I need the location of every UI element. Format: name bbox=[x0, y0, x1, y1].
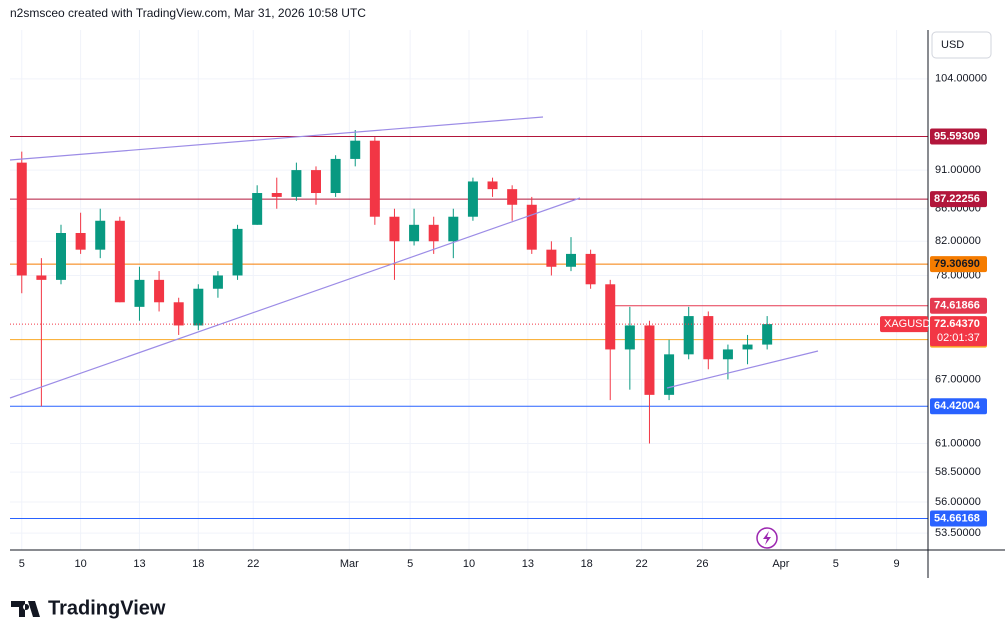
candle-body bbox=[683, 316, 694, 355]
plot-area bbox=[10, 30, 928, 550]
candle-body bbox=[56, 232, 66, 280]
candle-body bbox=[546, 249, 557, 267]
price-tag-label: 54.66168 bbox=[934, 512, 980, 524]
y-tick-label: 58.50000 bbox=[935, 466, 981, 478]
candle-body bbox=[409, 224, 420, 242]
candle-body bbox=[389, 216, 400, 242]
x-tick-label: Mar bbox=[340, 558, 359, 570]
candle-body bbox=[428, 224, 439, 242]
y-tick-label: 67.00000 bbox=[935, 373, 981, 385]
symbol-tag-label: XAGUSD bbox=[884, 318, 931, 330]
trend-line bbox=[9, 116, 544, 161]
candle-body bbox=[703, 316, 714, 360]
candle-body bbox=[526, 204, 537, 250]
candle-body bbox=[212, 275, 223, 289]
y-tick-label: 91.00000 bbox=[935, 164, 981, 176]
candle-body bbox=[762, 324, 773, 345]
candle-body bbox=[369, 140, 380, 217]
lightning-icon[interactable] bbox=[756, 527, 778, 549]
candle-body bbox=[232, 228, 243, 276]
candle-body bbox=[742, 344, 753, 350]
price-tag bbox=[930, 510, 987, 527]
price-tag bbox=[930, 297, 987, 314]
x-tick-label: 13 bbox=[522, 558, 534, 570]
price-tag bbox=[930, 398, 987, 415]
last-price-label: 72.64370 bbox=[934, 318, 980, 330]
currency: USD bbox=[941, 39, 964, 51]
price-tag bbox=[930, 128, 987, 145]
y-tick-label: 78.00000 bbox=[935, 269, 981, 281]
x-tick-label: 22 bbox=[247, 558, 259, 570]
candle-body bbox=[134, 279, 145, 307]
price-tag-label: 87.22256 bbox=[934, 193, 980, 205]
candle-body bbox=[193, 288, 204, 326]
x-tick-label: 13 bbox=[133, 558, 145, 570]
header-title: n2smsceo created with TradingView.com, M… bbox=[10, 6, 366, 20]
candle-body bbox=[271, 193, 282, 197]
candle-body bbox=[154, 279, 165, 303]
x-tick-label: 26 bbox=[696, 558, 708, 570]
candle-body bbox=[350, 140, 361, 159]
candle-body bbox=[722, 349, 733, 360]
candle-body bbox=[624, 325, 635, 350]
last-price-tag bbox=[930, 316, 987, 347]
brand-logo: TradingView bbox=[11, 597, 166, 619]
candle-body bbox=[605, 284, 616, 350]
symbol-tag bbox=[880, 316, 928, 333]
trend-lines bbox=[9, 116, 819, 399]
price-tag bbox=[930, 191, 987, 208]
candle-body bbox=[173, 302, 184, 326]
x-tick-label: 5 bbox=[407, 558, 413, 570]
price-tag-label: 95.59309 bbox=[934, 130, 980, 142]
x-tick-label: 18 bbox=[192, 558, 204, 570]
candle-body bbox=[36, 275, 47, 280]
candle-body bbox=[467, 181, 478, 217]
x-tick-label: 9 bbox=[894, 558, 900, 570]
candle-body bbox=[252, 193, 263, 225]
candle-body bbox=[75, 232, 86, 250]
candle-body bbox=[291, 170, 302, 197]
candle-body bbox=[664, 354, 675, 395]
price-tag-label: 79.30690 bbox=[934, 258, 980, 270]
trend-line bbox=[666, 350, 819, 389]
price-tag-label: 64.42004 bbox=[934, 400, 981, 412]
candle-body bbox=[566, 253, 576, 267]
x-tick-label: 22 bbox=[635, 558, 647, 570]
x-tick-label: 5 bbox=[833, 558, 839, 570]
brand: TradingView bbox=[48, 597, 166, 619]
candle-body bbox=[311, 170, 321, 194]
countdown: 02:01:37 bbox=[937, 332, 980, 344]
y-tick-label: 56.00000 bbox=[935, 496, 981, 508]
currency-box[interactable] bbox=[931, 31, 992, 59]
price-tag bbox=[930, 256, 987, 273]
price-tag-label: 74.61866 bbox=[934, 300, 980, 312]
candle-body bbox=[330, 158, 341, 194]
x-tick-label: 5 bbox=[19, 558, 25, 570]
candle-body bbox=[114, 220, 125, 303]
y-tick-label: 53.50000 bbox=[935, 527, 981, 539]
candle-body bbox=[507, 189, 518, 205]
x-tick-label: Apr bbox=[772, 558, 789, 570]
candle-body bbox=[95, 220, 106, 250]
y-tick-label: 61.00000 bbox=[935, 437, 981, 449]
candle-body bbox=[16, 162, 27, 276]
candle-body bbox=[448, 216, 459, 242]
y-tick-label: 104.00000 bbox=[935, 73, 987, 85]
x-tick-label: 10 bbox=[74, 558, 86, 570]
y-tick-label: 82.00000 bbox=[935, 235, 981, 247]
x-tick-label: 18 bbox=[581, 558, 593, 570]
candle-body bbox=[644, 325, 655, 395]
x-tick-label: 10 bbox=[463, 558, 475, 570]
candle-body bbox=[487, 181, 498, 190]
candle-body bbox=[585, 253, 596, 285]
trend-line bbox=[9, 197, 581, 399]
